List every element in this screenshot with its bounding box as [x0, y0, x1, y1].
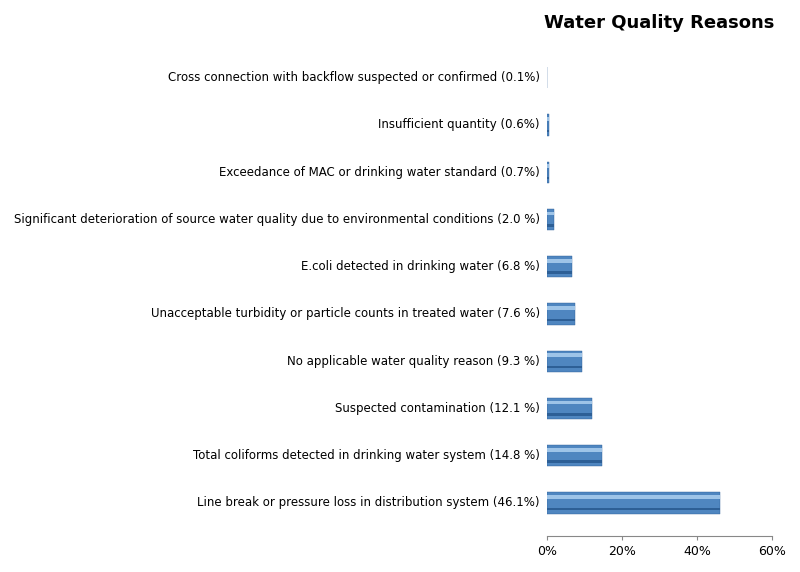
Bar — [547, 212, 554, 216]
Bar — [547, 130, 549, 132]
Bar — [547, 448, 602, 452]
Bar — [547, 508, 720, 510]
Bar — [547, 114, 549, 136]
Bar — [547, 303, 575, 324]
Bar — [547, 161, 550, 183]
Bar — [547, 117, 549, 121]
Bar — [547, 259, 572, 263]
Bar — [547, 413, 592, 416]
Bar — [547, 256, 572, 277]
Bar — [547, 164, 550, 168]
Bar — [547, 177, 550, 180]
Bar — [547, 319, 575, 321]
Title: Water Quality Reasons: Water Quality Reasons — [544, 14, 774, 32]
Bar — [547, 400, 592, 404]
Bar — [547, 353, 582, 357]
Bar — [547, 398, 592, 419]
Bar — [547, 306, 575, 310]
Bar — [547, 445, 602, 466]
Bar — [547, 495, 720, 499]
Bar — [547, 460, 602, 463]
Bar — [547, 271, 572, 274]
Bar — [547, 351, 582, 372]
Bar — [547, 492, 720, 514]
Bar — [547, 366, 582, 368]
Bar — [547, 224, 554, 227]
Bar — [547, 209, 554, 230]
